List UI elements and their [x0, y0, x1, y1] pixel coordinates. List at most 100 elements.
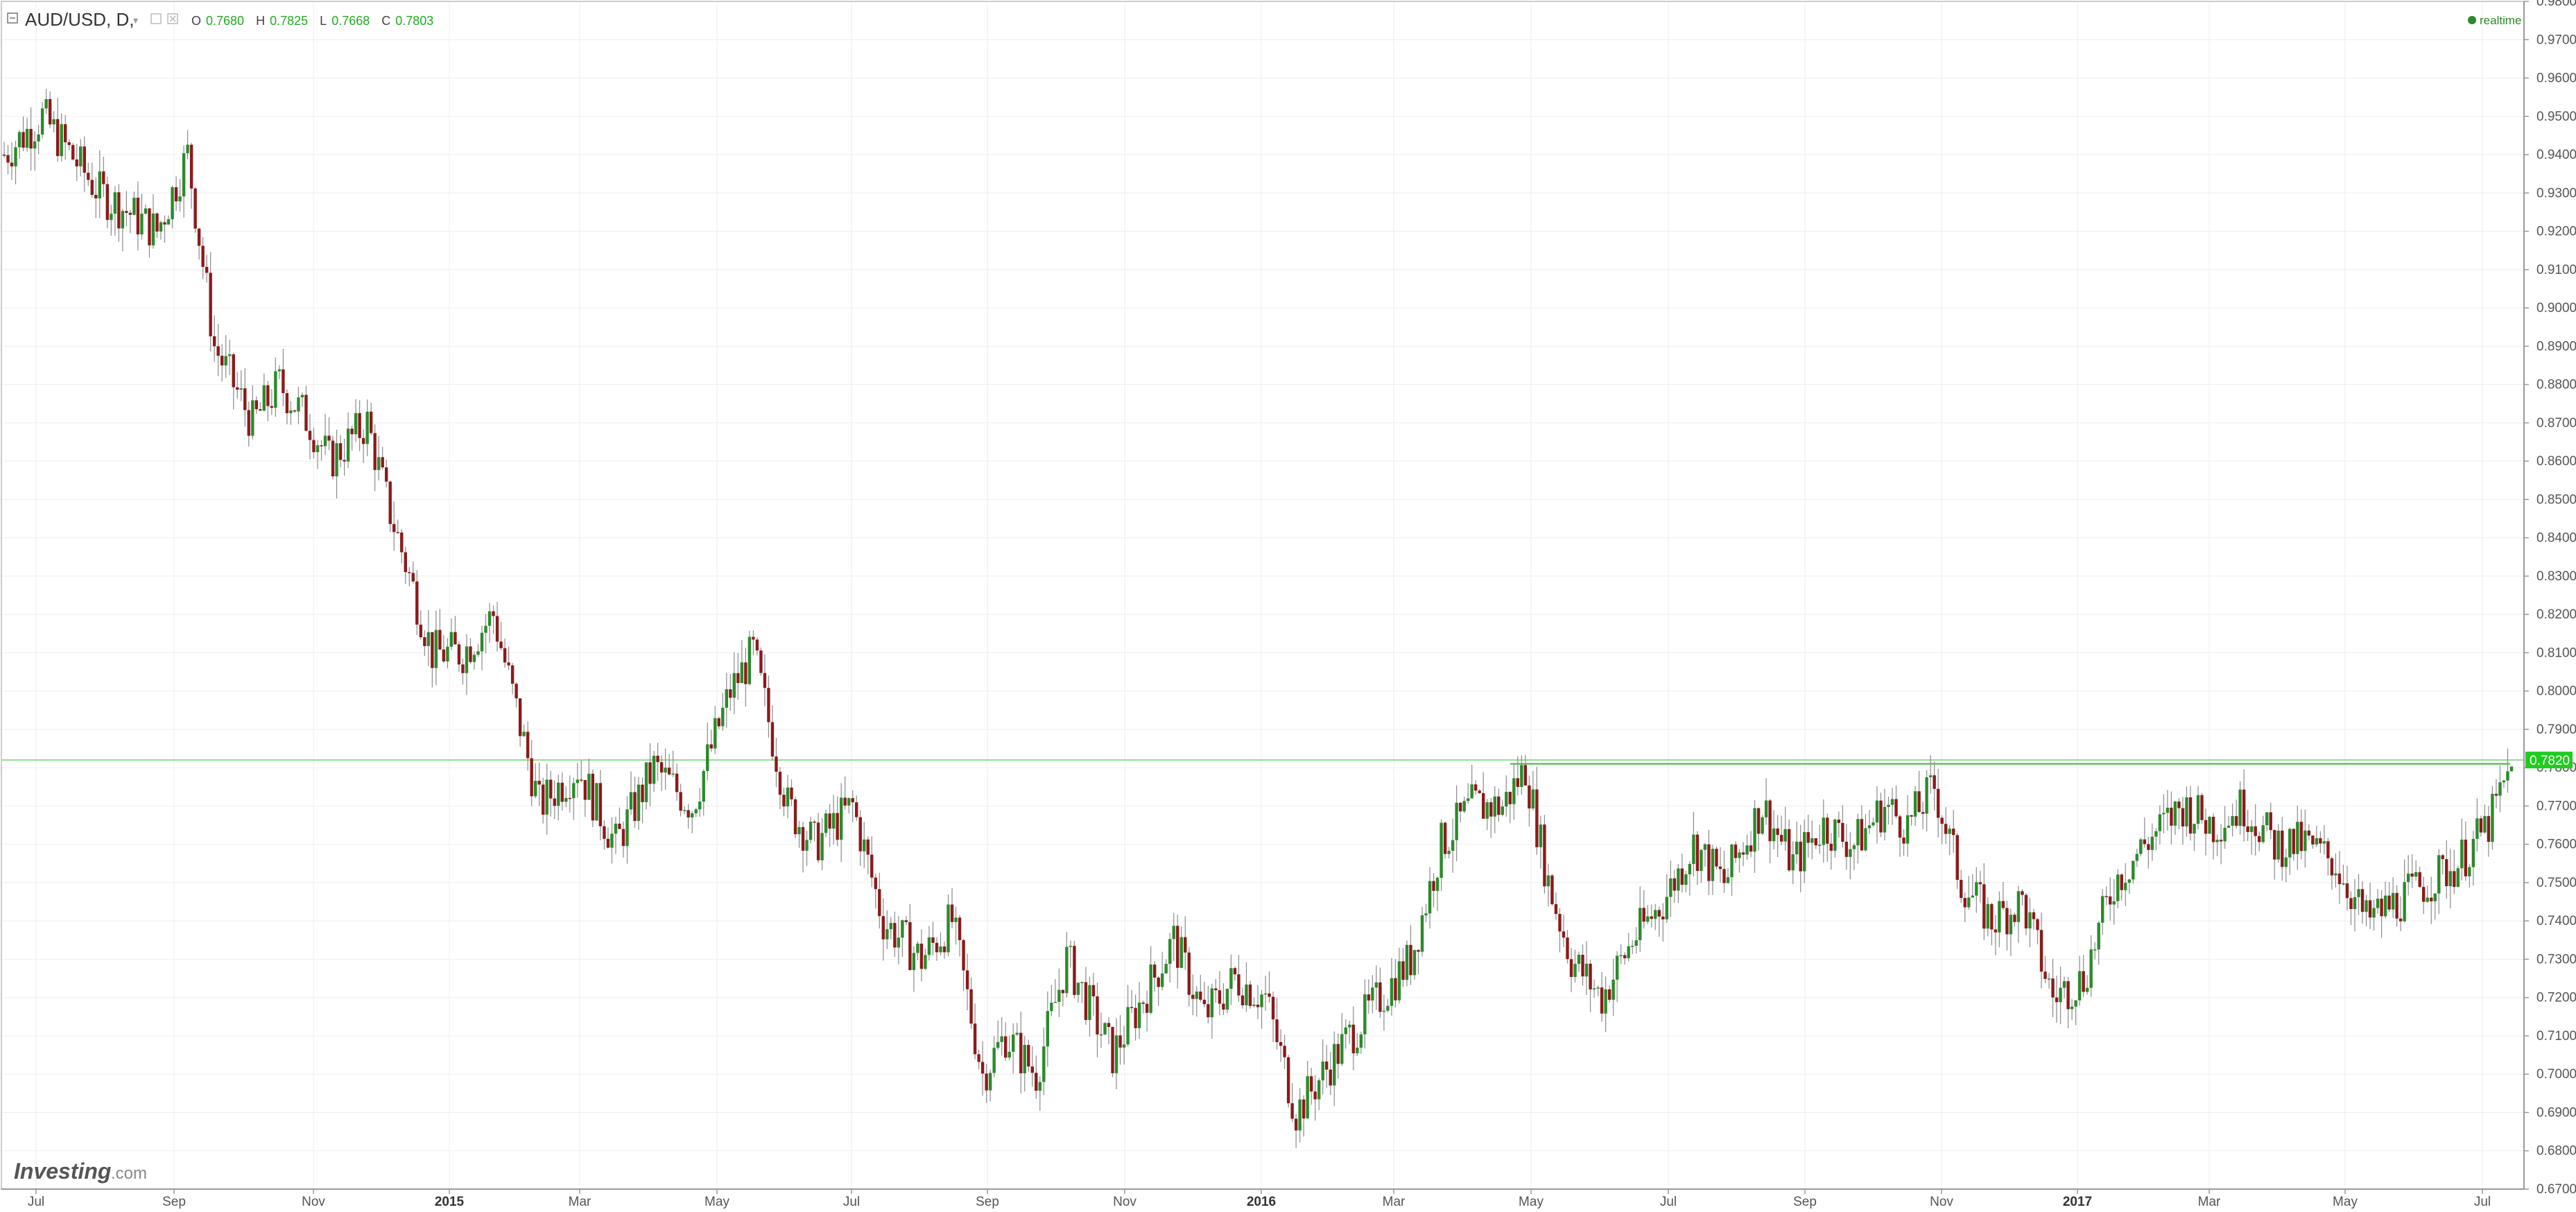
candle-body — [1363, 994, 1367, 1034]
candle-body — [2357, 889, 2360, 897]
candle-body — [1172, 926, 1175, 940]
candle-body — [1589, 963, 1592, 989]
candle-body — [603, 826, 606, 839]
candle-body — [1749, 845, 1753, 852]
candle-body — [1271, 996, 1275, 1020]
candle-body — [2414, 872, 2418, 877]
candle-body — [262, 385, 266, 411]
candle-body — [201, 245, 205, 267]
y-tick-label: 0.7000 — [2536, 1067, 2576, 1082]
candle-body — [90, 180, 94, 196]
candle-body — [2150, 836, 2154, 850]
close-icon[interactable] — [167, 13, 178, 24]
candle-body — [2395, 892, 2398, 919]
candle-body — [2021, 891, 2024, 895]
candle-body — [526, 731, 530, 759]
candle-body — [1894, 799, 1898, 817]
candle-body — [510, 665, 515, 684]
candle-body — [1550, 875, 1554, 905]
realtime-dot-icon — [2468, 16, 2476, 24]
candle-body — [782, 795, 786, 807]
ohlc-key-open: O — [191, 14, 201, 28]
candle-body — [1164, 964, 1168, 973]
candle-body — [2365, 900, 2368, 912]
candle-body — [1356, 1047, 1359, 1054]
candle-body — [1772, 828, 1776, 842]
candle-body — [484, 625, 487, 633]
candle-body — [1130, 1007, 1134, 1008]
candle-body — [1573, 964, 1577, 977]
interval-dropdown-icon[interactable]: ▾ — [133, 15, 138, 26]
candle-body — [239, 388, 243, 390]
candle-body — [1069, 946, 1073, 947]
candle-body — [87, 173, 90, 180]
candle-body — [1688, 864, 1692, 874]
candle-body — [2059, 987, 2062, 1003]
candle-body — [813, 821, 816, 823]
candle-body — [1849, 849, 1852, 857]
candle-body — [2246, 826, 2249, 832]
candle-body — [1783, 829, 1787, 842]
candle-body — [1497, 796, 1501, 815]
candle-body — [816, 822, 820, 860]
horizontal-line[interactable] — [1, 759, 2524, 765]
candle-body — [1569, 959, 1573, 977]
candle-body — [1306, 1076, 1309, 1119]
y-tick-label: 0.8000 — [2536, 684, 2576, 699]
interval-separator: , — [129, 9, 134, 30]
candle-body — [1218, 990, 1222, 1004]
candle-body — [297, 397, 300, 412]
candle-body — [178, 196, 182, 202]
candle-body — [48, 98, 52, 125]
x-tick-label: Nov — [302, 1195, 325, 1209]
candle-body — [1607, 989, 1611, 1000]
candle-body — [828, 813, 831, 829]
collapse-icon[interactable] — [7, 12, 18, 24]
candle-body — [79, 146, 83, 166]
candle-body — [694, 809, 698, 814]
symbol-title[interactable]: AUD/USD — [25, 9, 106, 30]
candle-body — [924, 955, 927, 969]
candle-body — [2360, 889, 2365, 912]
candle-body — [1623, 955, 1627, 959]
candle-body — [1241, 995, 1245, 1005]
interval-label[interactable]: D — [116, 9, 129, 30]
svg-text:AUD/USD, D,[interactable]: AUD/USD, D, — [25, 9, 134, 30]
candle-body — [320, 445, 323, 447]
candle-body — [901, 920, 904, 938]
candle-body — [866, 839, 870, 855]
candle-body — [52, 119, 55, 125]
candle-body — [992, 1048, 996, 1073]
candle-body — [381, 457, 384, 468]
candle-body — [1440, 822, 1443, 878]
candle-body — [2498, 782, 2502, 796]
candle-body — [2109, 896, 2112, 905]
candle-body — [1302, 1099, 1306, 1119]
candle-body — [270, 406, 274, 408]
candle-body — [2193, 824, 2196, 834]
settings-icon[interactable] — [150, 13, 162, 24]
candle-body — [1035, 1073, 1038, 1091]
candle-body — [232, 354, 235, 388]
candle-body — [1864, 828, 1867, 851]
candle-body — [1268, 993, 1271, 997]
candle-body — [2468, 867, 2471, 876]
candle-body — [1512, 778, 1516, 804]
candle-body — [729, 689, 732, 698]
candle-body — [327, 435, 331, 441]
candle-body — [1779, 835, 1783, 842]
candle-body — [2158, 814, 2162, 831]
candle-body — [182, 153, 186, 197]
candle-body — [747, 637, 752, 684]
candle-body — [797, 826, 801, 835]
candle-body — [1080, 982, 1084, 983]
candle-body — [1012, 1034, 1015, 1052]
candle-body — [2181, 808, 2185, 826]
candle-body — [1329, 1069, 1332, 1086]
candle-body — [1134, 1007, 1137, 1028]
candle-body — [2269, 812, 2272, 831]
candle-body — [365, 411, 369, 444]
candle-body — [2445, 859, 2448, 887]
